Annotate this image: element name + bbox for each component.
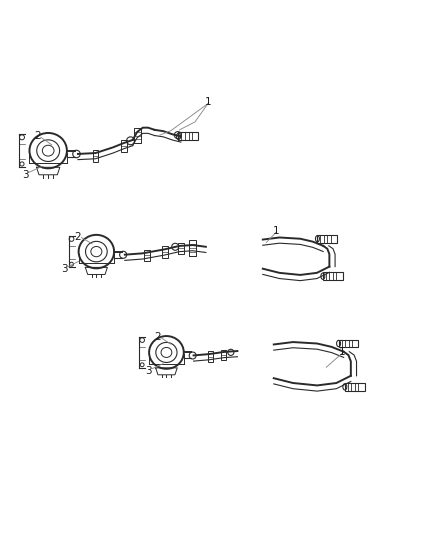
- Bar: [178, 243, 184, 254]
- Bar: [323, 272, 343, 280]
- Bar: [221, 350, 226, 360]
- Text: 2: 2: [74, 232, 81, 242]
- Text: 1: 1: [205, 97, 212, 107]
- Text: 3: 3: [145, 366, 152, 376]
- Bar: [134, 128, 141, 143]
- Bar: [339, 340, 358, 348]
- Bar: [144, 249, 150, 261]
- Text: 2: 2: [154, 332, 161, 342]
- Bar: [345, 383, 364, 391]
- Text: 3: 3: [22, 169, 29, 180]
- Text: 1: 1: [272, 225, 279, 236]
- Bar: [318, 235, 337, 243]
- Bar: [178, 133, 198, 140]
- Text: 1: 1: [338, 347, 345, 357]
- Text: 2: 2: [34, 132, 41, 141]
- Bar: [189, 240, 196, 256]
- Bar: [162, 246, 168, 257]
- Text: 3: 3: [61, 264, 68, 273]
- Bar: [93, 150, 98, 161]
- Bar: [121, 140, 127, 151]
- Bar: [208, 351, 213, 362]
